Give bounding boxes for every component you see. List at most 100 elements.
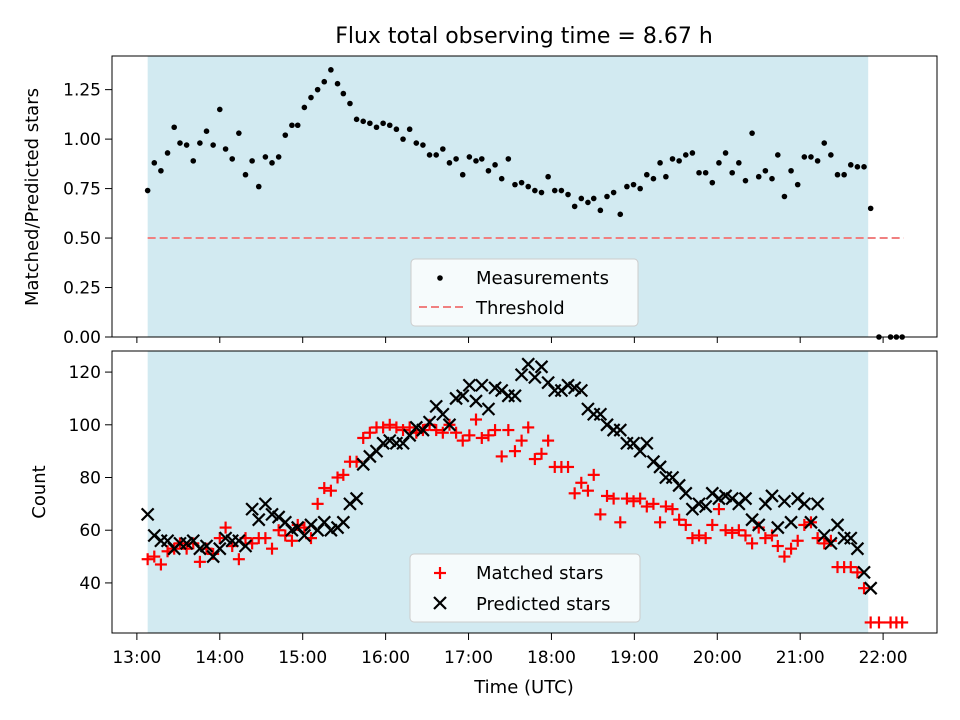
predicted-star-point [771, 520, 785, 535]
top-legend-box [410, 258, 639, 327]
measurement-point [841, 171, 847, 178]
x-tick-label: 22:00 [859, 648, 908, 668]
measurement-point [373, 124, 380, 131]
predicted-star-point [481, 402, 496, 416]
measurement-point [282, 132, 289, 138]
measurement-point [518, 179, 525, 186]
matched-star-point [620, 492, 633, 505]
matched-star-point [607, 492, 620, 505]
measurement-point [578, 195, 585, 202]
predicted-star-point [258, 497, 273, 511]
matched-star-point [508, 445, 521, 458]
measurement-point [722, 150, 729, 156]
measurement-point [617, 211, 624, 218]
measurement-point [624, 183, 630, 190]
matched-star-point [581, 484, 594, 497]
measurement-point [334, 80, 341, 87]
top-y-axis-label: Matched/Predicted stars [22, 88, 43, 306]
matched-star-point [232, 553, 245, 566]
matched-star-point [266, 542, 279, 555]
measurement-point [702, 169, 709, 176]
bottom-x-axis-ticks: 13:00 14:00 15:00 16:00 17:00 18:00 19:00 20:00… [112, 633, 908, 668]
measurement-point [314, 86, 321, 93]
matched-star-point [489, 424, 502, 437]
predicted-star-point [843, 531, 858, 545]
matched-star-point [594, 508, 607, 521]
matched-star-point [858, 582, 871, 595]
predicted-star-point [797, 497, 812, 511]
matched-star-point [746, 537, 759, 550]
top-legend: Measurements Threshold [410, 258, 639, 327]
measurement-point [269, 160, 275, 166]
measurement-point [834, 171, 841, 178]
y-tick-label: 100 [69, 416, 101, 436]
measurement-point [158, 167, 164, 174]
measurement-point [360, 118, 367, 125]
matched-star-point [318, 482, 331, 495]
measurement-point [821, 140, 828, 146]
matched-star-point [562, 460, 575, 473]
measurement-point [242, 171, 249, 178]
measurement-point [512, 181, 518, 188]
predicted-star-point [442, 418, 457, 432]
matched-star-point [390, 421, 403, 434]
measurement-point [222, 146, 229, 152]
x-tick-label: 14:00 [195, 648, 244, 668]
measurement-point [597, 207, 604, 214]
legend-matched-label: Matched stars [476, 563, 603, 584]
matched-star-point [587, 468, 600, 481]
predicted-star-point [238, 539, 253, 553]
matched-star-point [766, 529, 778, 542]
matched-star-point [712, 503, 725, 516]
x-tick-label: 16:00 [361, 648, 410, 668]
measurement-point [485, 167, 492, 174]
measurement-point [781, 193, 788, 200]
x-tick-label: 19:00 [610, 648, 659, 668]
matched-star-point [640, 500, 653, 513]
predicted-star-point [613, 423, 628, 437]
measurement-point [353, 116, 360, 123]
measurement-point [380, 120, 386, 127]
measurement-point [386, 122, 393, 129]
y-tick-label: 1.00 [63, 130, 101, 150]
predicted-star-point [462, 378, 477, 393]
predicted-star-point [857, 565, 871, 580]
matched-star-point [324, 484, 337, 497]
matched-star-point [759, 532, 772, 545]
measurement-point [742, 177, 749, 184]
measurement-point [657, 160, 663, 166]
matched-star-point [686, 532, 699, 545]
matched-star-point [699, 532, 712, 545]
predicted-star-point [521, 357, 536, 371]
predicted-star-point [574, 383, 589, 398]
measurement-point [709, 179, 716, 186]
matched-star-point [601, 489, 613, 502]
measurement-point [294, 122, 301, 129]
measurement-point [406, 126, 413, 133]
bottom-legend: Matched stars Predicted stars [409, 553, 641, 623]
measurement-point [498, 175, 505, 182]
measurement-point [610, 189, 617, 196]
matched-star-point [357, 431, 370, 444]
predicted-star-point [653, 460, 667, 474]
measurement-point [340, 90, 347, 97]
top-y-axis-ticks: 0.00 0.25 0.50 0.75 1.00 1.25 [63, 81, 112, 348]
predicted-star-point [784, 515, 798, 530]
matched-star-point [436, 426, 449, 439]
measurement-point [801, 154, 808, 160]
measurement-point [565, 191, 571, 198]
measurement-point [682, 152, 689, 158]
predicted-star-point [751, 518, 766, 532]
measurement-point [637, 185, 643, 192]
measurement-point [551, 187, 558, 194]
predicted-star-point [336, 515, 351, 530]
predicted-star-point [199, 539, 214, 553]
matched-star-point [403, 421, 416, 434]
measurement-point [847, 162, 854, 168]
x-tick-label: 15:00 [278, 648, 327, 668]
measurement-point [164, 150, 171, 156]
matched-star-point [818, 537, 831, 550]
measurement-point [788, 167, 794, 174]
matched-star-point [627, 495, 640, 508]
measurement-point [197, 140, 203, 146]
